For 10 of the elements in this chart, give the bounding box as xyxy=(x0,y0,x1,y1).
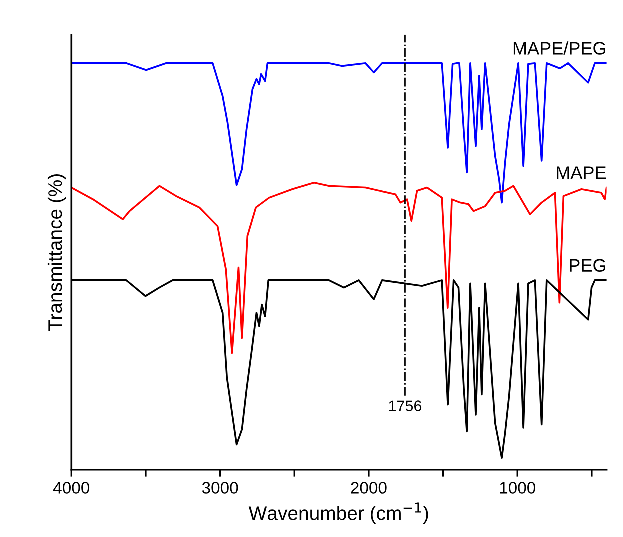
ref-line-label: 1756 xyxy=(389,400,422,412)
y-axis-title: Transmittance (%) xyxy=(48,174,66,331)
x-axis-title: Wavenumber (cm$^{−1}$) xyxy=(248,502,428,524)
x-tick-label: 2000 xyxy=(351,482,387,494)
x-tick-label: 4000 xyxy=(53,482,90,494)
x-tick-label: 3000 xyxy=(202,482,238,494)
x-tick-label: 1000 xyxy=(500,482,536,494)
series-label: MAPE xyxy=(557,166,606,180)
series-label: PEG xyxy=(570,259,606,272)
series-label: MAPE/PEG xyxy=(514,42,606,55)
